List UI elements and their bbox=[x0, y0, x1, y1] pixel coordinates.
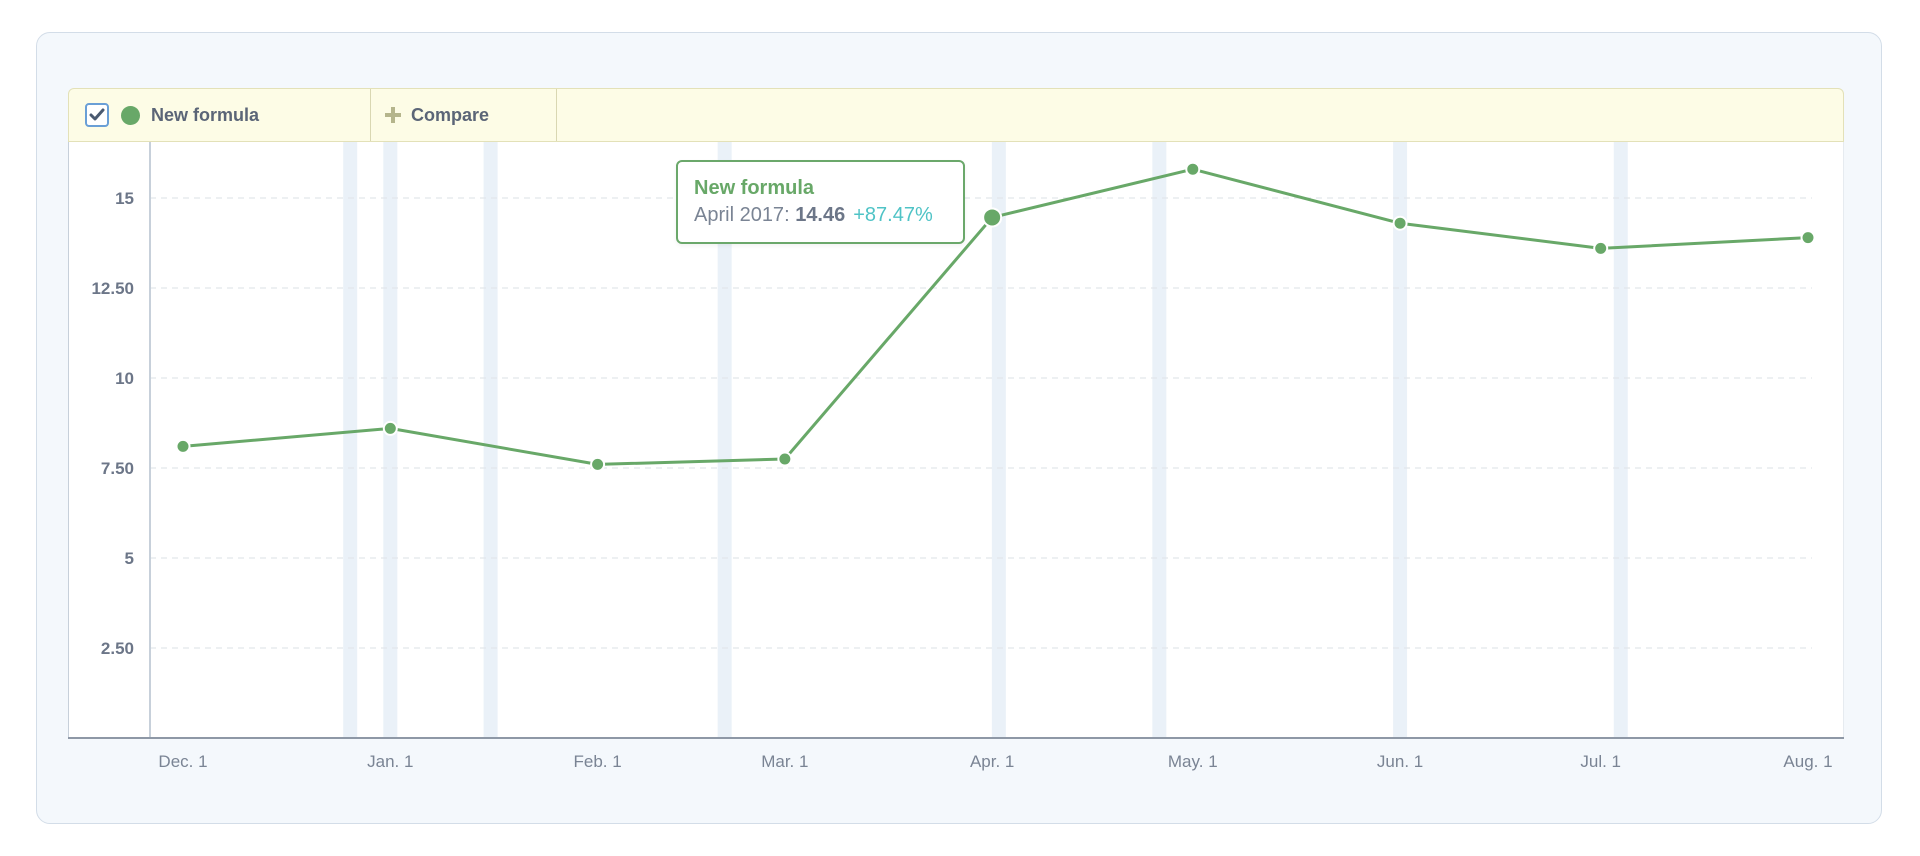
band-0 bbox=[343, 142, 358, 738]
data-point[interactable] bbox=[777, 451, 793, 467]
x-tick-label: Apr. 1 bbox=[970, 752, 1014, 771]
tooltip-line: April 2017: 14.46 +87.47% bbox=[694, 204, 933, 226]
y-tick-label: 2.50 bbox=[101, 639, 134, 658]
tooltip: New formula April 2017: 14.46 +87.47% bbox=[676, 160, 965, 244]
gridlines bbox=[150, 197, 1812, 649]
data-point[interactable] bbox=[1185, 161, 1201, 177]
series-new-formula bbox=[175, 161, 1816, 472]
y-tick-label: 15 bbox=[115, 189, 134, 208]
x-tick-label: Aug. 1 bbox=[1783, 752, 1832, 771]
x-tick-label: Jun. 1 bbox=[1377, 752, 1423, 771]
series-checkbox[interactable] bbox=[85, 103, 109, 127]
highlighted-point[interactable] bbox=[982, 207, 1003, 228]
holiday-bands bbox=[343, 142, 1628, 738]
data-point[interactable] bbox=[382, 420, 398, 436]
series-label[interactable]: New formula bbox=[151, 104, 260, 125]
data-point[interactable] bbox=[1392, 215, 1408, 231]
compare-label: Compare bbox=[411, 104, 490, 125]
compare-button[interactable]: Compare bbox=[371, 89, 557, 141]
band-5 bbox=[1152, 142, 1167, 738]
band-6 bbox=[1393, 142, 1408, 738]
data-point[interactable] bbox=[175, 438, 191, 454]
data-point[interactable] bbox=[590, 456, 606, 472]
tooltip-period: April 2017 bbox=[694, 204, 785, 226]
x-tick-label: Jan. 1 bbox=[367, 752, 413, 771]
axes bbox=[68, 142, 1844, 739]
tooltip-change: +87.47% bbox=[853, 204, 933, 226]
band-4 bbox=[991, 142, 1006, 738]
x-tick-label: May. 1 bbox=[1168, 752, 1218, 771]
band-3 bbox=[717, 142, 732, 738]
chart-toolbar: New formula Compare bbox=[68, 88, 1844, 142]
band-1 bbox=[383, 142, 398, 738]
y-axis-labels: 2.50 5 7.50 10 12.50 15 bbox=[91, 189, 134, 658]
tooltip-value: 14.46 bbox=[795, 204, 846, 226]
plus-icon bbox=[385, 107, 401, 123]
x-tick-label: Mar. 1 bbox=[761, 752, 808, 771]
data-point[interactable] bbox=[1800, 230, 1816, 246]
series-toggle: New formula bbox=[69, 89, 371, 141]
x-axis-labels: Dec. 1 Jan. 1 Feb. 1 Mar. 1 Apr. 1 May. 1 Jun.… bbox=[158, 752, 1832, 771]
x-tick-label: Dec. 1 bbox=[158, 752, 207, 771]
check-icon bbox=[89, 108, 105, 121]
y-tick-label: 5 bbox=[125, 549, 134, 568]
y-tick-label: 7.50 bbox=[101, 459, 134, 478]
tooltip-title: New formula bbox=[694, 177, 815, 199]
band-2 bbox=[483, 142, 498, 738]
x-tick-label: Jul. 1 bbox=[1580, 752, 1621, 771]
band-7 bbox=[1613, 142, 1628, 738]
x-tick-label: Feb. 1 bbox=[574, 752, 622, 771]
series-color-dot bbox=[121, 105, 140, 125]
data-point[interactable] bbox=[1593, 240, 1609, 256]
y-tick-label: 12.50 bbox=[91, 279, 134, 298]
y-tick-label: 10 bbox=[115, 369, 134, 388]
